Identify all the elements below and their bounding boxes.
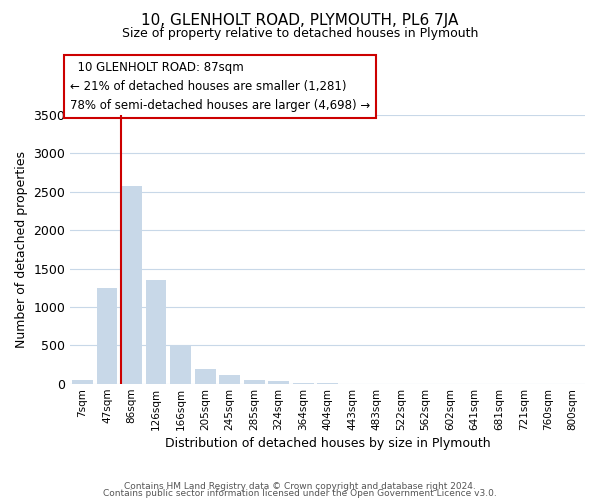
- Text: 10 GLENHOLT ROAD: 87sqm
← 21% of detached houses are smaller (1,281)
78% of semi: 10 GLENHOLT ROAD: 87sqm ← 21% of detache…: [70, 61, 371, 112]
- Bar: [170, 346, 191, 384]
- Bar: [244, 380, 265, 384]
- Text: Size of property relative to detached houses in Plymouth: Size of property relative to detached ho…: [122, 28, 478, 40]
- Bar: [146, 280, 166, 384]
- Bar: [97, 288, 118, 384]
- Bar: [293, 382, 314, 384]
- Bar: [268, 382, 289, 384]
- Text: Contains public sector information licensed under the Open Government Licence v3: Contains public sector information licen…: [103, 490, 497, 498]
- Text: 10, GLENHOLT ROAD, PLYMOUTH, PL6 7JA: 10, GLENHOLT ROAD, PLYMOUTH, PL6 7JA: [142, 12, 458, 28]
- Bar: [72, 380, 93, 384]
- Text: Contains HM Land Registry data © Crown copyright and database right 2024.: Contains HM Land Registry data © Crown c…: [124, 482, 476, 491]
- Bar: [121, 186, 142, 384]
- Y-axis label: Number of detached properties: Number of detached properties: [15, 151, 28, 348]
- Bar: [219, 375, 240, 384]
- X-axis label: Distribution of detached houses by size in Plymouth: Distribution of detached houses by size …: [165, 437, 490, 450]
- Bar: [194, 369, 215, 384]
